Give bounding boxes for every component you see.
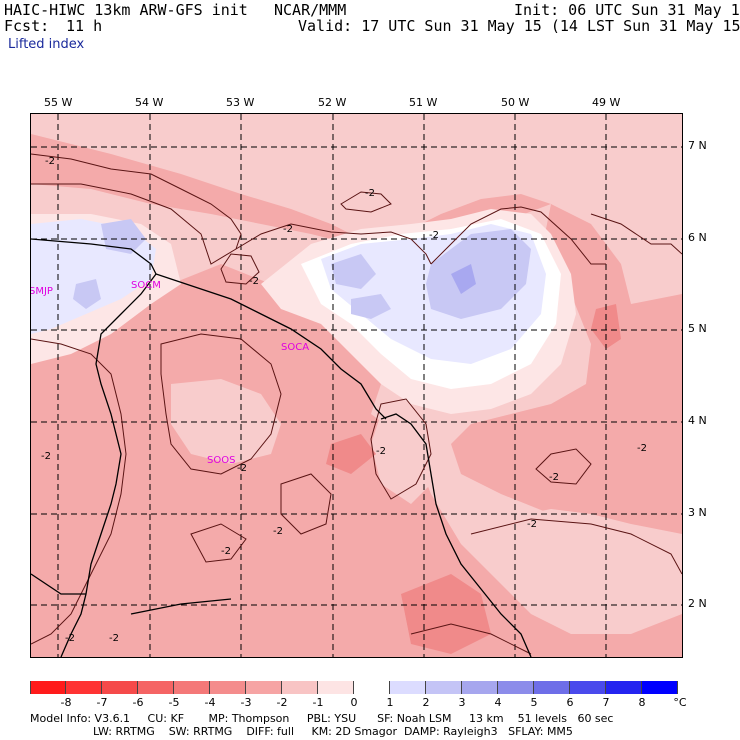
contour-label: -2 [273,526,283,537]
contour-label: -2 [41,451,51,462]
contour-label: -2 [527,519,537,530]
lat-label-5n: 5 N [688,322,707,335]
colorbar-tick-label: 6 [566,696,574,709]
contour-label: -2 [549,472,559,483]
lon-label-54w: 54 W [135,96,164,109]
model-info-line1: Model Info: V3.6.1 CU: KF MP: Thompson P… [30,712,614,725]
colorbar-box [66,681,102,694]
region-pos-mid-center [426,229,531,319]
lat-label-2n: 2 N [688,597,707,610]
contour-label: -2 [237,463,247,474]
colorbar-box [570,681,606,694]
colorbar-box [534,681,570,694]
colorbar-tick-label: -5 [168,696,180,709]
contour-label: -2 [221,546,231,557]
colorbar-tick-label: 1 [386,696,394,709]
colorbar-box [426,681,462,694]
colorbar-tick-label: -3 [240,696,252,709]
lon-label-55w: 55 W [44,96,73,109]
colorbar-box [102,681,138,694]
colorbar-box [606,681,642,694]
map-svg: -2 -2 -2 -2 -2 -2 -2 -2 -2 -2 -2 -2 -2 -… [31,114,682,657]
lon-label-49w: 49 W [592,96,621,109]
contour-label: -2 [249,276,259,287]
lon-label-52w: 52 W [318,96,347,109]
lon-label-51w: 51 W [409,96,438,109]
region-lighter-se [501,509,682,584]
station-soos: SOOS [207,455,235,466]
colorbar-tick-label: 5 [530,696,538,709]
colorbar-tick-label: -4 [204,696,216,709]
region-pos-strong [451,264,476,294]
colorbar-tick-label: -8 [60,696,72,709]
colorbar-tick-label: 3 [458,696,466,709]
region-dark-east [451,204,682,544]
lat-label-3n: 3 N [688,506,707,519]
contour-label: -2 [637,443,647,454]
contour-label: -2 [283,224,293,235]
lat-lon-grid [31,114,682,657]
colorbar-box [282,681,318,694]
colorbar-tick-label: 7 [602,696,610,709]
region-strong-center [326,434,376,474]
model-info-line2: LW: RRTMG SW: RRTMG DIFF: full KM: 2D Sm… [30,725,573,738]
colorbar-tick-label: 2 [422,696,430,709]
contour-label: -2 [365,188,375,199]
lat-label-6n: 6 N [688,231,707,244]
coastlines-borders [31,238,532,657]
station-labels: SMJP SOCM SOCA SOOS [31,280,309,466]
colorbar-box [246,681,282,694]
contour-label: -2 [65,633,75,644]
colorbar-box [174,681,210,694]
colorbar-box [210,681,246,694]
colorbar-box [318,681,354,694]
colorbar-tick-label: 0 [350,696,358,709]
contour-label: -2 [376,446,386,457]
colorbar-tick-label: 4 [494,696,502,709]
colorbar-tick-label: -6 [132,696,144,709]
colorbar-tick-label: -7 [96,696,108,709]
colorbar-tick-label: -2 [276,696,288,709]
contour-label: -2 [109,633,119,644]
colorbar-box [138,681,174,694]
lon-label-50w: 50 W [501,96,530,109]
colorbar-box [498,681,534,694]
region-pos-mid-west2 [73,279,101,309]
contour-label: -2 [429,230,439,241]
colorbar-tick-label: 8 [638,696,646,709]
model-title: HAIC-HIWC 13km ARW-GFS init [4,1,248,19]
lon-label-53w: 53 W [226,96,255,109]
station-socm: SOCM [131,280,161,291]
colorbar [30,681,678,694]
colorbar-box [30,681,66,694]
org-label: NCAR/MMM [274,1,347,19]
station-smjp: SMJP [31,286,53,297]
contour-labels: -2 -2 -2 -2 -2 -2 -2 -2 -2 -2 -2 -2 -2 -… [41,156,647,644]
lifted-index-map: -2 -2 -2 -2 -2 -2 -2 -2 -2 -2 -2 -2 -2 -… [30,113,683,658]
station-soca: SOCA [281,342,309,353]
fcst-value: 11 h [66,17,103,35]
init-time: Init: 06 UTC Sun 31 May 15 [514,1,740,19]
lat-label-4n: 4 N [688,414,707,427]
fcst-label: Fcst: [4,17,50,35]
region-pos-mid-west [101,219,146,254]
contour-label: -2 [45,156,55,167]
colorbar-tick-label: -1 [312,696,324,709]
colorbar-box [354,681,390,694]
field-name: Lifted index [8,37,85,52]
region-pos-mid-b [351,294,391,319]
colorbar-box [642,681,678,694]
region-pos-mid-a [331,254,376,289]
contour-lines [31,153,682,655]
valid-time: Valid: 17 UTC Sun 31 May 15 (14 LST Sun … [298,17,740,35]
colorbar-unit: °C [673,696,687,709]
lat-label-7n: 7 N [688,139,707,152]
colorbar-box [390,681,426,694]
colorbar-box [462,681,498,694]
